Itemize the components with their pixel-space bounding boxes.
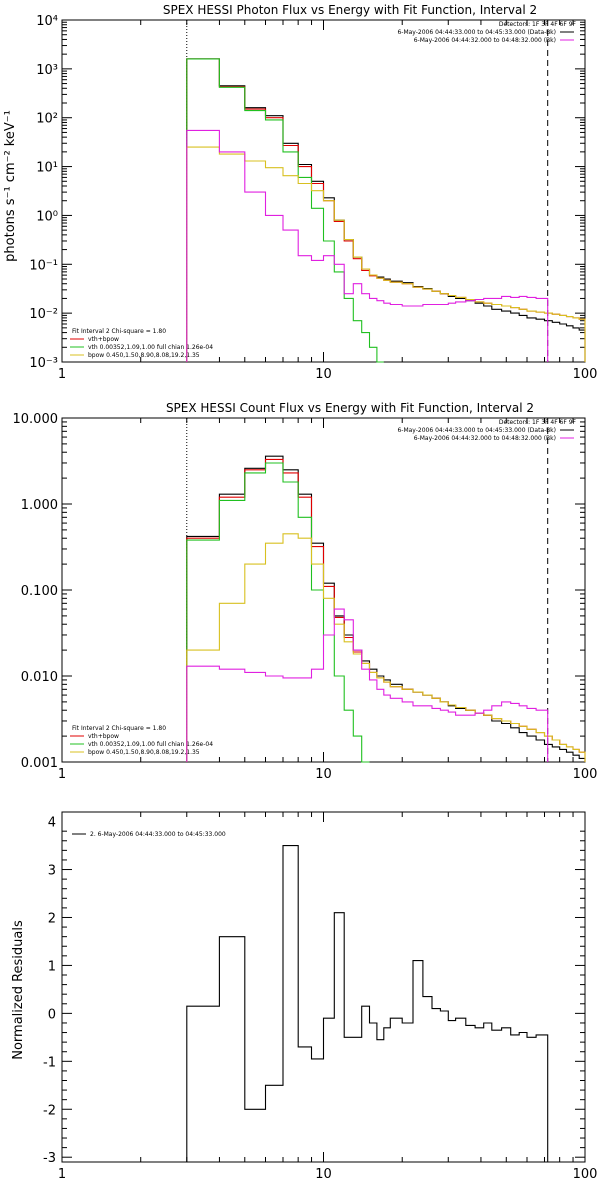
residuals-panel: Normalized Residuals 2. 6-May-2006 04:44… — [11, 811, 598, 1182]
y-tick-label: 2 — [48, 911, 56, 926]
photon-flux-ylabel: photons s⁻¹ cm⁻² keV⁻¹ — [3, 110, 18, 262]
x-tick-label: 10 — [315, 1167, 332, 1182]
photon-flux-legend-entry-data-bk: 6-May-2006 04:44:33.000 to 04:45:33.000 … — [397, 29, 556, 36]
photon-flux-title: SPEX HESSI Photon Flux vs Energy with Fi… — [163, 3, 537, 17]
x-tick-label: 1 — [58, 367, 66, 382]
series-bk-line — [186, 129, 549, 362]
count-flux-legend-entry-data-bk: 6-May-2006 04:44:33.000 to 04:45:33.000 … — [397, 427, 556, 434]
y-tick-label: 10.000 — [13, 412, 59, 427]
photon-flux-legend-top-right: Detectors: 1F 3F 4F 6F 9F 6-May-2006 04:… — [397, 21, 576, 44]
photon-flux-legend-fit-header: Fit Interval 2 Chi-square = 1.80 — [72, 328, 166, 335]
y-tick-label: 0.010 — [21, 670, 58, 685]
photon-flux-legend-vth-bpow: vth+bpow — [88, 336, 119, 343]
x-tick-label: 100 — [573, 367, 598, 382]
x-tick-label: 100 — [573, 767, 598, 782]
count-flux-legend-fit-header: Fit Interval 2 Chi-square = 1.80 — [72, 725, 166, 732]
y-tick-label: 1 — [48, 959, 56, 974]
y-tick-label: 10⁻³ — [29, 356, 58, 371]
series-data-bk-line — [186, 58, 586, 362]
series-series-line — [186, 845, 549, 1162]
x-tick-label: 10 — [315, 367, 332, 382]
residuals-ylabel: Normalized Residuals — [11, 920, 26, 1060]
count-flux-legend-header: Detectors: 1F 3F 4F 6F 9F — [499, 419, 577, 426]
count-flux-legend-vth: vth 0.00352,1.09,1.00 full chian 1.26e-0… — [88, 741, 213, 748]
y-tick-label: 4 — [48, 816, 56, 831]
y-tick-label: 1.000 — [21, 498, 58, 513]
y-tick-label: 10² — [36, 112, 58, 127]
photon-flux-legend-bpow: bpow 0.450,1.50,8.90,8.08,19.2,1.35 — [88, 352, 200, 359]
count-flux-legend-entry-bk: 6-May-2006 04:44:32.000 to 04:48:32.000 … — [414, 435, 556, 442]
x-tick-label: 100 — [573, 1167, 598, 1182]
x-tick-label: 10 — [315, 767, 332, 782]
y-tick-label: 10⁻² — [29, 307, 58, 322]
y-tick-label: 0.100 — [21, 584, 58, 599]
count-flux-legend-top-right: Detectors: 1F 3F 4F 6F 9F 6-May-2006 04:… — [397, 419, 576, 442]
y-tick-label: 10⁻¹ — [29, 258, 58, 273]
y-tick-label: 10³ — [36, 63, 58, 78]
series-data-bk-line — [186, 455, 586, 762]
series-vth-line — [186, 462, 370, 763]
count-flux-title: SPEX HESSI Count Flux vs Energy with Fit… — [166, 401, 534, 415]
y-tick-label: 0 — [48, 1007, 56, 1022]
count-flux-legend-bottom-left: Fit Interval 2 Chi-square = 1.80 vth+bpo… — [72, 725, 213, 756]
y-tick-label: 3 — [48, 864, 56, 879]
y-tick-label: 10⁰ — [36, 209, 58, 224]
photon-flux-legend-entry-bk: 6-May-2006 04:44:32.000 to 04:48:32.000 … — [414, 37, 556, 44]
residuals-legend: 2. 6-May-2006 04:44:33.000 to 04:45:33.0… — [90, 831, 226, 838]
photon-flux-legend-header: Detectors: 1F 3F 4F 6F 9F — [499, 21, 577, 28]
y-tick-label: 10⁴ — [36, 14, 58, 29]
series-bpow-line — [186, 533, 586, 762]
y-tick-label: 10¹ — [36, 161, 58, 176]
count-flux-panel: SPEX HESSI Count Flux vs Energy with Fit… — [13, 401, 598, 782]
series-bk-line — [186, 608, 549, 762]
y-tick-label: 0.001 — [21, 756, 58, 771]
count-flux-legend-bpow: bpow 0.450,1.50,8.90,8.08,19.2,1.35 — [88, 749, 200, 756]
photon-flux-legend-bottom-left: Fit Interval 2 Chi-square = 1.80 vth+bpo… — [72, 328, 213, 359]
residuals-legend-entry: 2. 6-May-2006 04:44:33.000 to 04:45:33.0… — [90, 831, 226, 838]
x-tick-label: 1 — [58, 767, 66, 782]
photon-flux-legend-vth: vth 0.00352,1.09,1.00 full chian 1.26e-0… — [88, 344, 213, 351]
photon-flux-panel: SPEX HESSI Photon Flux vs Energy with Fi… — [3, 3, 597, 382]
y-tick-label: -1 — [43, 1055, 56, 1070]
x-tick-label: 1 — [58, 1167, 66, 1182]
series-vth-bpow-line — [186, 458, 586, 762]
count-flux-legend-vth-bpow: vth+bpow — [88, 733, 119, 740]
y-tick-label: -2 — [43, 1103, 56, 1118]
series-vth-bpow-line — [186, 58, 586, 362]
series-vth-line — [186, 58, 384, 363]
y-tick-label: -3 — [43, 1151, 56, 1166]
plot-frame — [61, 811, 586, 1163]
series-bpow-line — [186, 146, 586, 362]
